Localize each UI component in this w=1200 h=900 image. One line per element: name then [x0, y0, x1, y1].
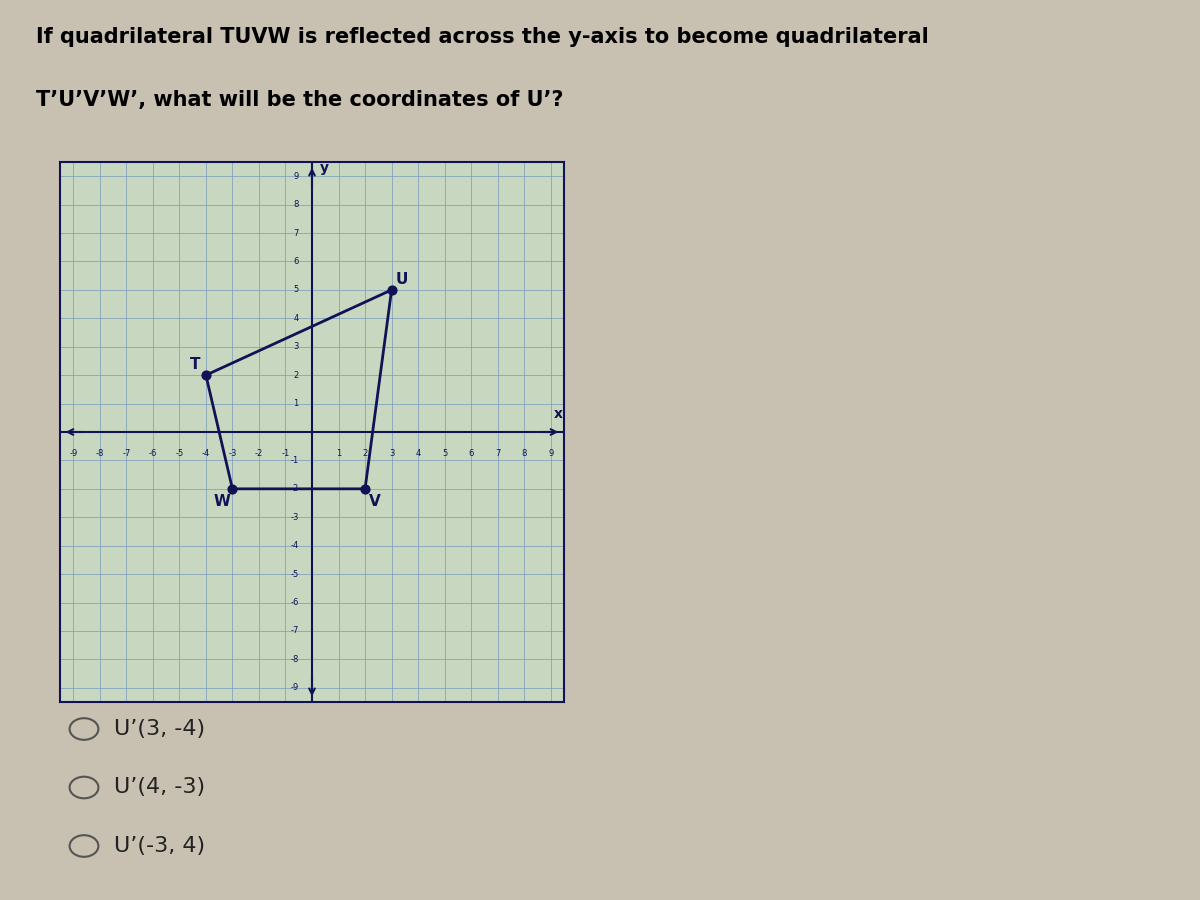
- Text: -3: -3: [290, 513, 299, 522]
- Text: 4: 4: [415, 449, 421, 458]
- Text: y: y: [320, 161, 329, 175]
- Text: 3: 3: [293, 342, 299, 351]
- Text: 8: 8: [293, 200, 299, 209]
- Text: 5: 5: [442, 449, 448, 458]
- Text: 9: 9: [548, 449, 553, 458]
- Text: -6: -6: [290, 598, 299, 607]
- Point: [382, 283, 401, 297]
- Text: 1: 1: [294, 399, 299, 408]
- Text: 5: 5: [294, 285, 299, 294]
- Text: -8: -8: [290, 655, 299, 664]
- Text: 4: 4: [294, 314, 299, 323]
- Point: [355, 482, 374, 496]
- Text: x: x: [554, 407, 563, 421]
- Text: U: U: [396, 272, 408, 287]
- Text: -4: -4: [290, 541, 299, 550]
- Text: 1: 1: [336, 449, 341, 458]
- Text: -4: -4: [202, 449, 210, 458]
- Text: -5: -5: [175, 449, 184, 458]
- Text: 6: 6: [468, 449, 474, 458]
- Text: 2: 2: [362, 449, 367, 458]
- Text: T: T: [190, 357, 200, 373]
- Text: T’U’V’W’, what will be the coordinates of U’?: T’U’V’W’, what will be the coordinates o…: [36, 90, 564, 110]
- Text: 7: 7: [293, 229, 299, 238]
- Text: 9: 9: [294, 172, 299, 181]
- Text: If quadrilateral TUVW is reflected across the y-axis to become quadrilateral: If quadrilateral TUVW is reflected acros…: [36, 27, 929, 47]
- Text: 8: 8: [522, 449, 527, 458]
- Text: -7: -7: [122, 449, 131, 458]
- Text: U’(4, -3): U’(4, -3): [114, 778, 205, 797]
- Point: [197, 368, 216, 382]
- Text: -6: -6: [149, 449, 157, 458]
- Text: -3: -3: [228, 449, 236, 458]
- Text: W: W: [214, 494, 230, 508]
- Text: -1: -1: [281, 449, 289, 458]
- Text: -9: -9: [290, 683, 299, 692]
- Text: 3: 3: [389, 449, 395, 458]
- Text: -1: -1: [290, 456, 299, 465]
- Text: -2: -2: [254, 449, 263, 458]
- Point: [223, 482, 242, 496]
- Text: V: V: [370, 494, 380, 508]
- Text: -9: -9: [70, 449, 77, 458]
- Text: U’(3, -4): U’(3, -4): [114, 719, 205, 739]
- Text: -5: -5: [290, 570, 299, 579]
- Text: -7: -7: [290, 626, 299, 635]
- Text: -2: -2: [290, 484, 299, 493]
- Text: 6: 6: [293, 257, 299, 266]
- Text: 2: 2: [294, 371, 299, 380]
- Text: 7: 7: [494, 449, 500, 458]
- Text: -8: -8: [96, 449, 104, 458]
- Text: U’(-3, 4): U’(-3, 4): [114, 836, 205, 856]
